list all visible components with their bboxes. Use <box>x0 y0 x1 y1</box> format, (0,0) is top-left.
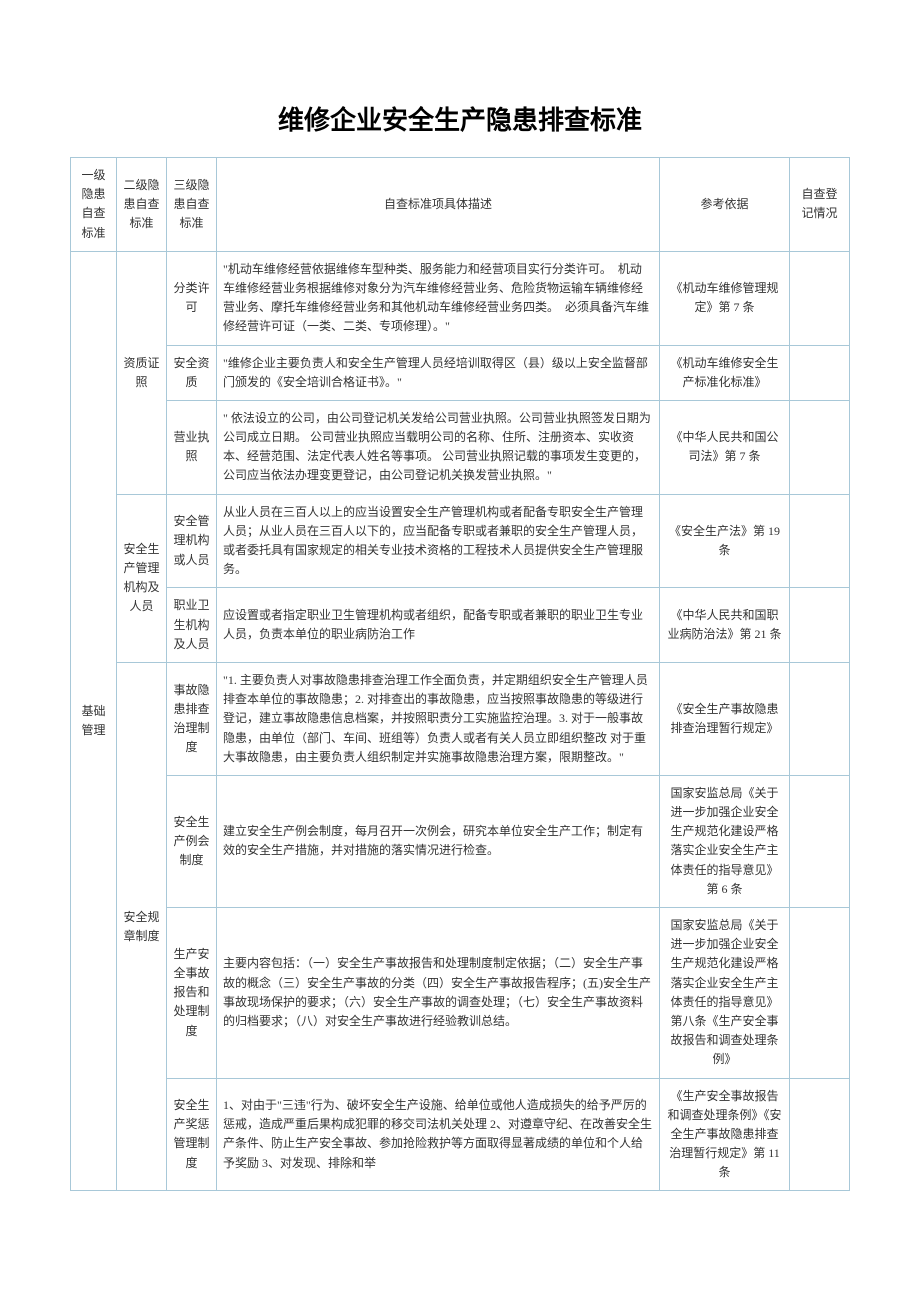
cell-ref: 《机动车维修安全生产标准化标准》 <box>660 345 790 400</box>
cell-ref: 国家安监总局《关于进一步加强企业安全生产规范化建设严格落实企业安全生产主体责任的… <box>660 775 790 907</box>
table-row: 营业执照 " 依法设立的公司，由公司登记机关发给公司营业执照。公司营业执照签发日… <box>71 400 850 494</box>
header-desc: 自查标准项具体描述 <box>217 158 660 252</box>
table-row: 职业卫生机构及人员 应设置或者指定职业卫生管理机构或者组织，配备专职或者兼职的职… <box>71 588 850 663</box>
cell-record <box>790 662 850 775</box>
header-lvl1: 一级隐患自查标准 <box>71 158 117 252</box>
cell-lvl2: 资质证照 <box>117 251 167 494</box>
table-row: 安全生产例会制度 建立安全生产例会制度，每月召开一次例会，研究本单位安全生产工作… <box>71 775 850 907</box>
cell-record <box>790 775 850 907</box>
cell-record <box>790 251 850 345</box>
cell-ref: 《中华人民共和国公司法》第 7 条 <box>660 400 790 494</box>
cell-record <box>790 588 850 663</box>
cell-ref: 国家安监总局《关于进一步加强企业安全生产规范化建设严格落实企业安全生产主体责任的… <box>660 908 790 1079</box>
cell-lvl2: 安全生产管理机构及人员 <box>117 494 167 662</box>
table-row: 安全规章制度 事故隐患排查治理制度 "1. 主要负责人对事故隐患排查治理工作全面… <box>71 662 850 775</box>
table-row: 安全资质 "维修企业主要负责人和安全生产管理人员经培训取得区（县）级以上安全监督… <box>71 345 850 400</box>
cell-desc: 1、对由于"三违"行为、破坏安全生产设施、给单位或他人造成损失的给予严厉的惩戒，… <box>217 1078 660 1191</box>
header-ref: 参考依据 <box>660 158 790 252</box>
cell-lvl1: 基础管理 <box>71 251 117 1191</box>
cell-record <box>790 1078 850 1191</box>
cell-desc: 建立安全生产例会制度，每月召开一次例会，研究本单位安全生产工作；制定有效的安全生… <box>217 775 660 907</box>
cell-lvl3: 分类许可 <box>167 251 217 345</box>
cell-desc: " 依法设立的公司，由公司登记机关发给公司营业执照。公司营业执照签发日期为公司成… <box>217 400 660 494</box>
table-row: 安全生产管理机构及人员 安全管理机构或人员 从业人员在三百人以上的应当设置安全生… <box>71 494 850 588</box>
cell-desc: "机动车维修经营依据维修车型种类、服务能力和经营项目实行分类许可。 机动车维修经… <box>217 251 660 345</box>
header-lvl2: 二级隐患自查标准 <box>117 158 167 252</box>
table-header-row: 一级隐患自查标准 二级隐患自查标准 三级隐患自查标准 自查标准项具体描述 参考依… <box>71 158 850 252</box>
cell-lvl3: 安全管理机构或人员 <box>167 494 217 588</box>
header-lvl3: 三级隐患自查标准 <box>167 158 217 252</box>
cell-ref: 《生产安全事故报告和调查处理条例》《安全生产事故隐患排查治理暂行规定》第 11 … <box>660 1078 790 1191</box>
cell-ref: 《安全生产法》第 19 条 <box>660 494 790 588</box>
cell-record <box>790 345 850 400</box>
cell-lvl3: 安全资质 <box>167 345 217 400</box>
cell-record <box>790 908 850 1079</box>
table-row: 安全生产奖惩管理制度 1、对由于"三违"行为、破坏安全生产设施、给单位或他人造成… <box>71 1078 850 1191</box>
table-row: 生产安全事故报告和处理制度 主要内容包括：（一）安全生产事故报告和处理制度制定依… <box>71 908 850 1079</box>
page-title: 维修企业安全生产隐患排查标准 <box>70 100 850 137</box>
cell-ref: 《中华人民共和国职业病防治法》第 21 条 <box>660 588 790 663</box>
inspection-table: 一级隐患自查标准 二级隐患自查标准 三级隐患自查标准 自查标准项具体描述 参考依… <box>70 157 850 1191</box>
cell-ref: 《机动车维修管理规定》第 7 条 <box>660 251 790 345</box>
cell-ref: 《安全生产事故隐患排查治理暂行规定》 <box>660 662 790 775</box>
cell-lvl3: 营业执照 <box>167 400 217 494</box>
cell-lvl2: 安全规章制度 <box>117 662 167 1191</box>
cell-desc: 应设置或者指定职业卫生管理机构或者组织，配备专职或者兼职的职业卫生专业人员，负责… <box>217 588 660 663</box>
header-record: 自查登记情况 <box>790 158 850 252</box>
cell-lvl3: 事故隐患排查治理制度 <box>167 662 217 775</box>
cell-desc: 主要内容包括：（一）安全生产事故报告和处理制度制定依据；（二）安全生产事故的概念… <box>217 908 660 1079</box>
cell-lvl3: 安全生产例会制度 <box>167 775 217 907</box>
cell-desc: "1. 主要负责人对事故隐患排查治理工作全面负责，并定期组织安全生产管理人员排查… <box>217 662 660 775</box>
cell-desc: "维修企业主要负责人和安全生产管理人员经培训取得区（县）级以上安全监督部门颁发的… <box>217 345 660 400</box>
cell-record <box>790 494 850 588</box>
cell-lvl3: 安全生产奖惩管理制度 <box>167 1078 217 1191</box>
table-row: 基础管理 资质证照 分类许可 "机动车维修经营依据维修车型种类、服务能力和经营项… <box>71 251 850 345</box>
cell-lvl3: 生产安全事故报告和处理制度 <box>167 908 217 1079</box>
cell-lvl3: 职业卫生机构及人员 <box>167 588 217 663</box>
cell-record <box>790 400 850 494</box>
cell-desc: 从业人员在三百人以上的应当设置安全生产管理机构或者配备专职安全生产管理人员；从业… <box>217 494 660 588</box>
